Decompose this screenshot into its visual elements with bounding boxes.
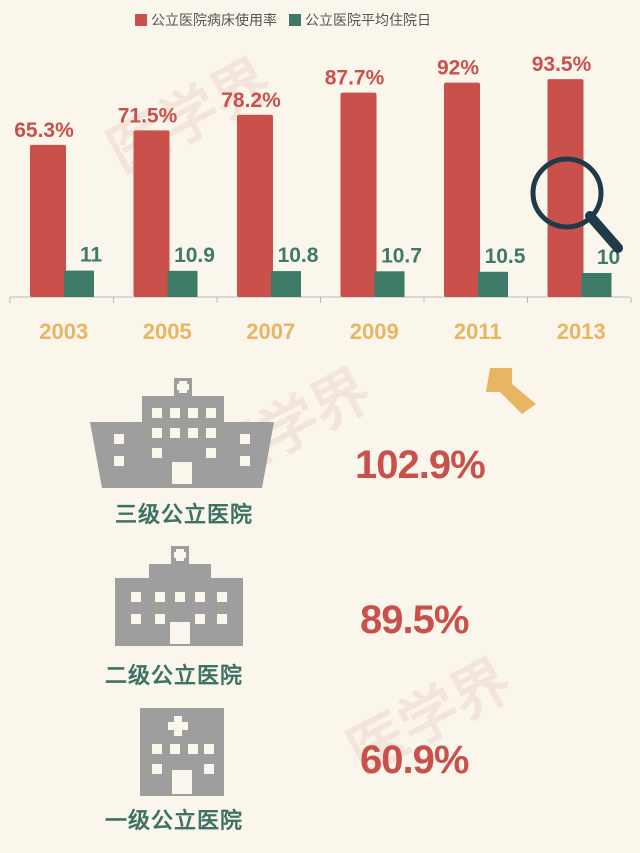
bar-stay-days [271,271,301,297]
bar-chart: 65.3% 11 2003 71.5% 10.9 2005 78.2% 10.8 2007 87.… [9,53,632,344]
data-label-bed-rate: 65.3% [14,119,74,142]
hospital-label-tertiary: 三级公立医院 [115,503,254,528]
hospital-label-secondary: 二级公立医院 [105,664,244,689]
bar-bed-rate [133,130,170,297]
x-tick-label: 2003 [39,319,88,344]
bar-stay-days [374,271,405,297]
x-tick-label: 2013 [557,319,606,344]
legend-swatch-green [289,14,301,26]
bar-stay-days [167,270,198,297]
legend-item-bed-rate: 公立医院病床使用率 [135,10,277,30]
legend-swatch-red [135,14,147,26]
bar-bed-rate [30,144,66,297]
hospital-rate-primary: 60.9% [360,738,469,782]
x-tick-label: 2011 [454,319,502,344]
legend-item-stay-days: 公立医院平均住院日 [289,10,431,30]
data-label-bed-rate: 78.2% [221,89,281,112]
hospital-rate-secondary: 89.5% [360,598,469,642]
data-label-bed-rate: 92% [437,57,479,80]
bar-bed-rate [547,79,584,298]
legend-label-stay-days: 公立医院平均住院日 [305,13,431,29]
arrow-down-left-icon [486,368,536,414]
x-tick-label: 2009 [350,319,399,344]
bar-stay-days [64,270,94,297]
data-label-stay-days: 10.5 [485,245,526,268]
legend-label-bed-rate: 公立医院病床使用率 [151,13,277,29]
data-label-bed-rate: 87.7% [325,67,385,90]
data-label-stay-days: 10.9 [174,244,215,267]
hospital-building-icon [90,378,274,488]
decorations [486,156,623,414]
data-label-bed-rate: 93.5% [532,53,592,76]
data-label-stay-days: 10.8 [278,244,319,267]
data-label-bed-rate: 71.5% [118,104,178,127]
bar-bed-rate [237,114,273,297]
hospital-building-icon [140,708,224,796]
data-label-stay-days: 10 [597,246,620,269]
bar-stay-days [581,273,612,297]
hospital-building-icon [115,546,243,646]
data-label-stay-days: 11 [80,244,103,267]
hospital-label-primary: 一级公立医院 [105,809,244,834]
bar-stay-days [478,271,508,297]
x-tick-label: 2007 [246,319,295,344]
bar-bed-rate [340,92,377,297]
bar-bed-rate [444,82,480,297]
data-label-stay-days: 10.7 [381,244,422,267]
chart-legend: 公立医院病床使用率 公立医院平均住院日 [135,9,431,31]
magnifier-icon [530,156,623,253]
hospital-rate-tertiary: 102.9% [355,443,486,487]
x-tick-label: 2005 [143,319,192,344]
